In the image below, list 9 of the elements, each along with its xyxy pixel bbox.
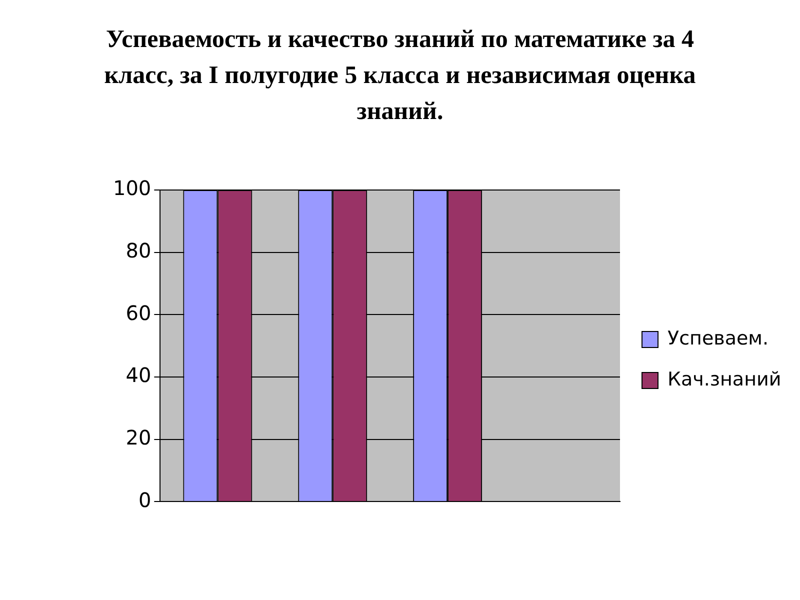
y-tick-label: 80 [126, 238, 152, 263]
y-tick-label: 100 [112, 176, 152, 200]
y-tick-label: 40 [126, 363, 152, 388]
legend-label: Кач.знаний [668, 368, 782, 390]
y-tick-label: 20 [126, 425, 152, 450]
y-tick-label: 0 [138, 488, 152, 512]
y-tick-label: 60 [126, 300, 152, 325]
legend-label: Успеваем. [668, 327, 769, 350]
chart-title: Успеваемость и качество знаний по математике за 4 класс, за I полугодие 5 класса и независимая оценка знаний. [103, 25, 697, 127]
